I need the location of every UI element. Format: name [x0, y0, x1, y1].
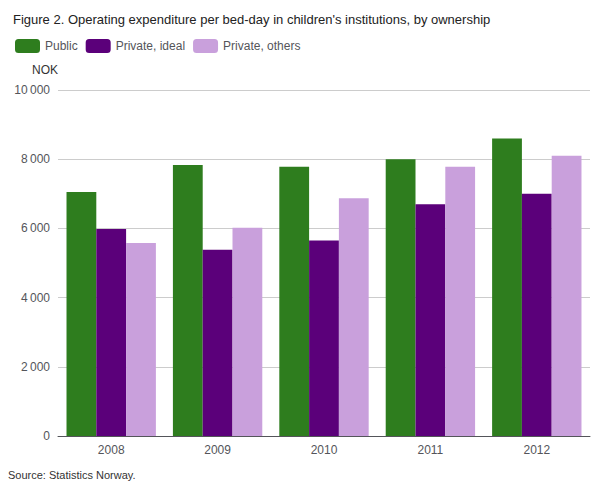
svg-text:Private, ideal: Private, ideal — [116, 39, 185, 53]
svg-text:6 000: 6 000 — [21, 221, 50, 235]
svg-text:4 000: 4 000 — [21, 291, 50, 305]
svg-text:Private, others: Private, others — [223, 39, 300, 53]
svg-text:0: 0 — [43, 429, 50, 443]
svg-text:2010: 2010 — [311, 443, 338, 457]
svg-text:NOK: NOK — [32, 63, 58, 77]
svg-text:8 000: 8 000 — [21, 152, 50, 166]
svg-text:2012: 2012 — [523, 443, 550, 457]
svg-text:2011: 2011 — [417, 443, 443, 457]
svg-text:Public: Public — [45, 39, 78, 53]
svg-text:Source: Statistics Norway.: Source: Statistics Norway. — [8, 469, 136, 481]
svg-text:10 000: 10 000 — [14, 83, 50, 97]
svg-text:2009: 2009 — [204, 443, 231, 457]
svg-text:2 000: 2 000 — [21, 360, 50, 374]
svg-text:2008: 2008 — [98, 443, 125, 457]
svg-text:Figure 2. Operating expenditur: Figure 2. Operating expenditure per bed-… — [13, 12, 490, 27]
